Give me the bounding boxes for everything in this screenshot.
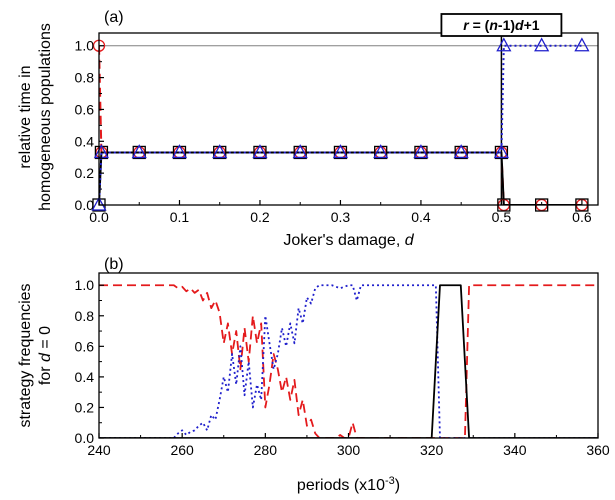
panel-a-label: (a) bbox=[104, 9, 124, 26]
a-x-tick-label: 0.2 bbox=[250, 209, 270, 225]
a-x-tick-label: 0.0 bbox=[89, 209, 109, 225]
panel-b-label: (b) bbox=[104, 256, 124, 273]
panel-b: 240 260 280 300 320 340 3600.00.20.40.60.81.0 … bbox=[17, 256, 610, 494]
a-series-line-2 bbox=[99, 44, 582, 205]
b-x-tick-label: 240 bbox=[87, 442, 111, 458]
a-marker-triangle bbox=[131, 144, 147, 159]
panel-a-y-axis-label: relative time in homogeneous populations bbox=[17, 23, 54, 211]
a-x-tick-label: 0.5 bbox=[492, 209, 512, 225]
b-xlabel-part: periods (x10 bbox=[297, 477, 385, 494]
annotation-part: -1) bbox=[498, 17, 515, 33]
panel-b-plot-area: 240 260 280 300 320 340 360 0.0 0.2 0.4 0.6 0.8 1.0 bbox=[75, 272, 610, 458]
a-y-tick-label: 0.2 bbox=[75, 165, 95, 181]
annotation-part: d bbox=[515, 17, 524, 33]
panel-b-y-axis-label: strategy frequencies for d = 0 bbox=[17, 283, 54, 427]
b-ylabel-part: for bbox=[37, 362, 54, 385]
annotation-part: = ( bbox=[469, 17, 490, 33]
b-x-tick-label: 340 bbox=[503, 442, 527, 458]
panel-a-x-axis-label: Joker's damage, d bbox=[283, 232, 414, 249]
annotation-frame bbox=[440, 13, 563, 37]
panel-a: 0.0 0.1 0.2 0.3 0.4 0.5 0.60.00.20.40.60.81.0 … bbox=[17, 9, 599, 249]
a-y-tick-label: 1.0 bbox=[75, 38, 95, 54]
a-ylabel-line: homogeneous populations bbox=[37, 23, 54, 211]
a-marker-triangle bbox=[413, 144, 429, 159]
annotation-text: r = (n-1)d+1 bbox=[463, 17, 540, 33]
b-series-group bbox=[99, 284, 598, 438]
a-marker-triangle bbox=[574, 37, 590, 52]
a-series-group bbox=[99, 44, 582, 205]
a-marker-triangle bbox=[91, 196, 107, 211]
b-xlabel-part: -3 bbox=[385, 475, 395, 487]
b-ylabel-line: strategy frequencies bbox=[17, 283, 34, 427]
panel-a-annotation-box: r = (n-1)d+1 bbox=[440, 13, 563, 37]
a-marker-triangle bbox=[171, 144, 188, 159]
a-x-tick-label: 0.6 bbox=[572, 209, 592, 225]
a-ylabel-line: relative time in bbox=[17, 65, 34, 168]
annotation-part: r bbox=[463, 17, 470, 33]
b-y-tick-label: 0.0 bbox=[75, 430, 95, 446]
panel-b-x-axis-label: periods (x10-3) bbox=[297, 475, 400, 494]
a-x-tick-label: 0.4 bbox=[411, 209, 431, 225]
a-marker-triangle bbox=[252, 144, 268, 159]
b-series-line-0 bbox=[99, 284, 598, 438]
a-xlabel-part: Joker's damage, bbox=[283, 232, 404, 249]
b-ylabel-text: strategy frequencies for d = 0 bbox=[17, 283, 54, 427]
a-marker-triangle bbox=[373, 144, 389, 159]
b-x-tick-label: 260 bbox=[170, 442, 194, 458]
a-y-tick-label: 0.4 bbox=[75, 133, 95, 149]
b-series-line-2 bbox=[99, 284, 598, 438]
b-ylabel-part: d bbox=[37, 352, 54, 362]
a-marker-triangle bbox=[534, 37, 550, 52]
panel-a-plot-area: 0.0 0.1 0.2 0.3 0.4 0.5 0.6 0.0 0.2 0.4 0.6 0.8 1.0 bbox=[75, 32, 599, 225]
a-series-line-0 bbox=[99, 45, 582, 205]
a-x-tick-label: 0.3 bbox=[331, 209, 351, 225]
b-ylabel-part: = 0 bbox=[37, 326, 54, 353]
b-x-tick-label: 320 bbox=[420, 442, 444, 458]
a-y-tick-label: 0.6 bbox=[75, 101, 95, 117]
a-series-line-1 bbox=[99, 151, 582, 205]
b-y-tick-label: 0.2 bbox=[75, 399, 95, 415]
b-y-tick-label: 0.6 bbox=[75, 338, 95, 354]
b-ylabel-line: for d = 0 bbox=[37, 326, 54, 385]
b-y-tick-label: 0.8 bbox=[75, 308, 95, 324]
annotation-part: +1 bbox=[524, 17, 540, 33]
a-marker-triangle bbox=[496, 37, 512, 52]
a-y-tick-label: 0.0 bbox=[75, 197, 95, 213]
annotation-part: n bbox=[489, 17, 498, 33]
a-axes-frame bbox=[98, 32, 599, 206]
b-x-tick-label: 300 bbox=[337, 442, 361, 458]
b-y-tick-label: 0.4 bbox=[75, 369, 95, 385]
a-ylabel-text: relative time in homogeneous populations bbox=[17, 23, 54, 211]
a-x-tick-label: 0.1 bbox=[170, 209, 190, 225]
b-xlabel-part: ) bbox=[395, 477, 400, 494]
b-y-tick-label: 1.0 bbox=[75, 277, 95, 293]
a-marker-triangle bbox=[453, 144, 469, 159]
a-marker-triangle bbox=[292, 144, 308, 159]
a-marker-triangle bbox=[212, 144, 228, 159]
b-x-tick-label: 280 bbox=[254, 442, 278, 458]
a-marker-triangle bbox=[332, 144, 349, 159]
a-y-tick-label: 0.8 bbox=[75, 70, 95, 86]
b-series-line-1 bbox=[99, 284, 598, 438]
a-marker-triangle bbox=[493, 144, 510, 159]
a-xlabel-part: d bbox=[405, 232, 415, 249]
b-axes-frame bbox=[98, 272, 599, 439]
b-x-tick-label: 360 bbox=[586, 442, 610, 458]
